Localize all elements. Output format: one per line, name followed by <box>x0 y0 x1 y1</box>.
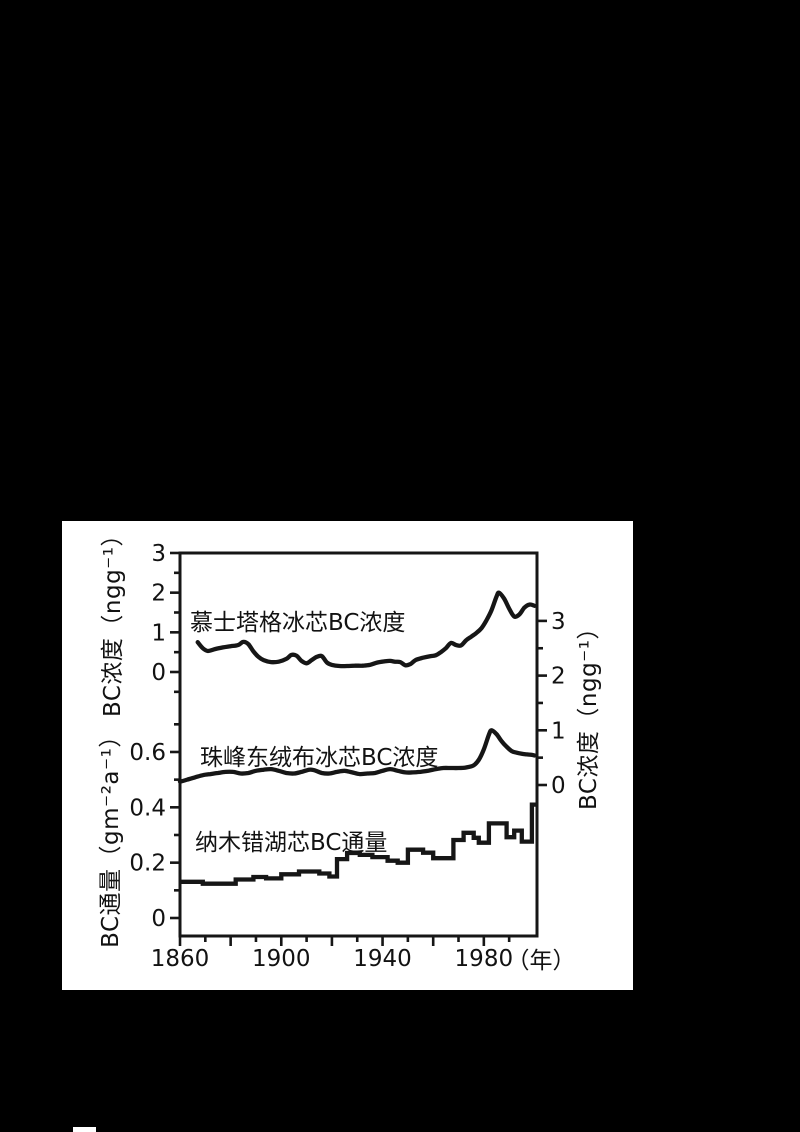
left_top-tick-label: 2 <box>151 581 166 607</box>
right-tick-label: 2 <box>551 664 566 690</box>
left_top-tick-label: 1 <box>151 620 166 646</box>
bc-time-series-chart: 1860 1900 1940 1980 3 2 1 0 0.6 0.4 0.2 0 3 2 1 0 <box>129 541 566 972</box>
right-tick-label: 0 <box>551 773 566 799</box>
axis-title-left-top-bc-concentration: BC浓度（ngg⁻¹） <box>100 522 126 718</box>
rongbuk-series-line <box>177 728 537 784</box>
chart-panel: 1860 1900 1940 1980 3 2 1 0 0.6 0.4 0.2 0 3 2 1 0 BC浓度（… <box>62 521 633 990</box>
left_bottom-tick-label: 0.4 <box>129 795 166 821</box>
x-axis-unit-year: （年） <box>506 948 576 974</box>
series-label-namco-lake-core: 纳木错湖芯BC通量 <box>195 830 388 856</box>
left_bottom-tick-label: 0.2 <box>129 851 166 877</box>
x-tick-label: 1940 <box>353 946 412 972</box>
left_top-tick-label: 0 <box>151 660 166 686</box>
left_bottom-tick-label: 0 <box>151 906 166 932</box>
axis-title-left-bottom-bc-flux: BC通量（gm⁻²a⁻¹） <box>98 724 124 948</box>
left_top-tick-label: 3 <box>151 541 166 567</box>
series-label-rongbuk-ice-core: 珠峰东绒布冰芯BC浓度 <box>200 745 439 771</box>
muztagh-series-line <box>195 590 537 669</box>
axis-title-right-bc-concentration: BC浓度（ngg⁻¹） <box>576 615 602 811</box>
namco-series-line <box>180 802 537 886</box>
x-tick-label: 1860 <box>151 946 210 972</box>
x-tick-label: 1900 <box>252 946 311 972</box>
right-tick-label: 3 <box>551 609 566 635</box>
right-tick-label: 1 <box>551 718 566 744</box>
partial-panel-fragment <box>73 1127 96 1132</box>
x-tick-label: 1980 <box>455 946 514 972</box>
series-label-muztagh-ice-core: 慕士塔格冰芯BC浓度 <box>190 610 406 636</box>
left_bottom-tick-label: 0.6 <box>129 740 166 766</box>
